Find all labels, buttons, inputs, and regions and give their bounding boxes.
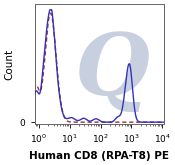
Text: Q: Q [75,29,150,113]
X-axis label: Human CD8 (RPA-T8) PE: Human CD8 (RPA-T8) PE [29,151,169,161]
Y-axis label: Count: Count [4,49,14,80]
